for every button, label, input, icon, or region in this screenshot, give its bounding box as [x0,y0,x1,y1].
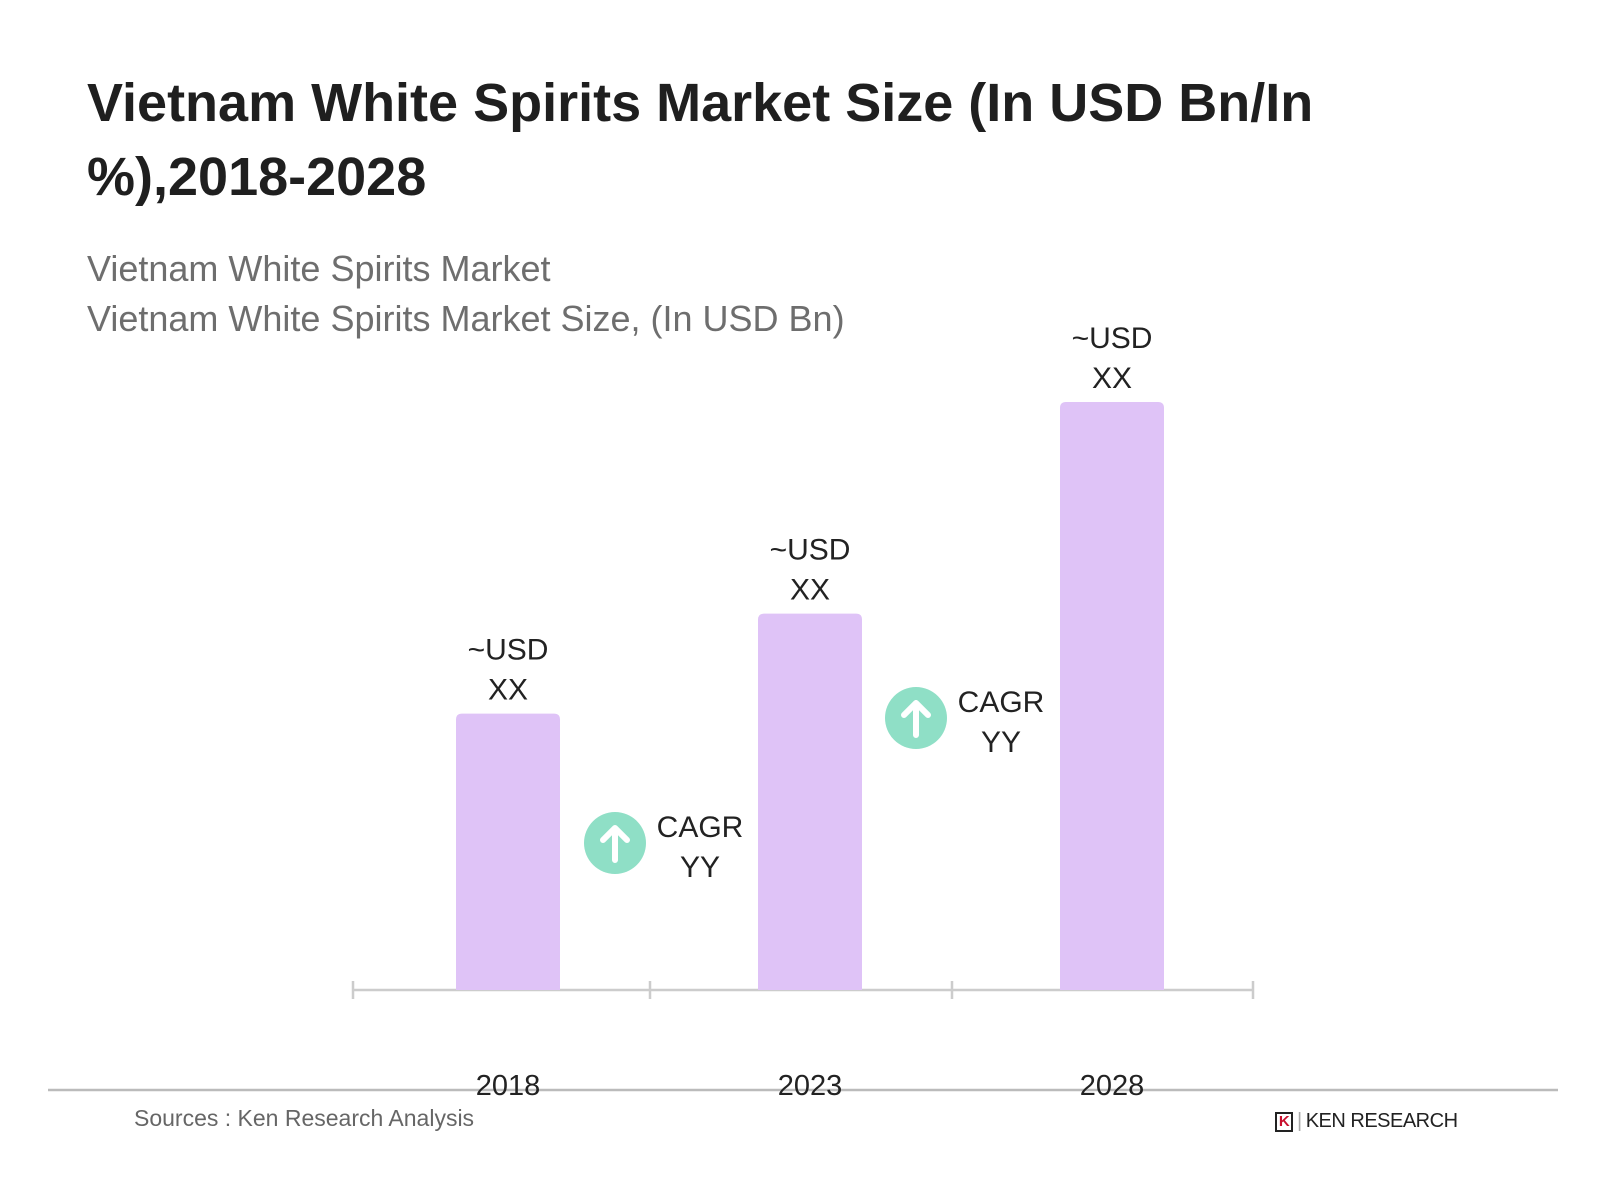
chart-subtitle-1: Vietnam White Spirits Market [87,248,551,289]
data-label: XX [790,574,830,607]
bar-2023 [758,613,862,990]
data-label: ~USD [468,634,549,667]
data-label: XX [1092,362,1132,395]
cagr-label: YY [680,851,720,884]
logo-mark: K [1275,1111,1293,1132]
bar-2018 [456,713,560,990]
logo-text: KEN RESEARCH [1305,1110,1458,1132]
chart-subtitle-2: Vietnam White Spirits Market Size, (In U… [87,298,845,339]
arrow-up-glyph [600,825,630,863]
ken-research-logo: K | KEN RESEARCH [1275,1110,1458,1133]
cagr-label: CAGR [657,811,744,844]
data-label: ~USD [1072,322,1153,355]
data-label: ~USD [770,534,851,567]
x-tick-label: 2018 [476,1070,541,1102]
sources-note: Sources : Ken Research Analysis [134,1105,475,1131]
data-label: XX [488,674,528,707]
chart-title: Vietnam White Spirits Market Size (In US… [87,73,1314,207]
cagr-label: CAGR [958,686,1045,719]
bar-2028 [1060,402,1164,990]
x-tick-label: 2028 [1080,1070,1145,1102]
arrow-up-glyph [901,700,931,738]
cagr-label: YY [981,726,1021,759]
x-tick-label: 2023 [778,1070,843,1102]
